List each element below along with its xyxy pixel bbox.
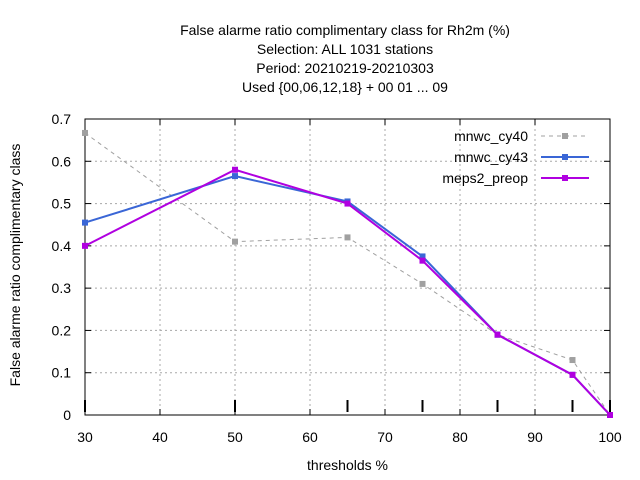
- legend-swatch-marker: [562, 154, 568, 160]
- y-tick-label: 0.7: [52, 111, 72, 127]
- legend-label: mnwc_cy43: [454, 149, 528, 165]
- y-axis-label: False alarme ratio complimentary class: [7, 144, 23, 387]
- x-tick-label: 30: [77, 429, 93, 445]
- title-line: False alarme ratio complimentary class f…: [180, 22, 510, 38]
- series: [82, 129, 613, 418]
- y-tick-label: 0.2: [52, 322, 72, 338]
- legend-swatch-marker: [562, 175, 568, 181]
- y-tick-label: 0.5: [52, 196, 72, 212]
- x-tick-label: 50: [227, 429, 243, 445]
- legend-label: meps2_preop: [442, 170, 528, 186]
- y-tick-label: 0.3: [52, 280, 72, 296]
- y-tick-label: 0.6: [52, 153, 72, 169]
- data-point-meps2_preop: [419, 257, 426, 264]
- data-point-mnwc_cy40: [82, 129, 88, 136]
- data-point-mnwc_cy40: [569, 357, 576, 364]
- title-line: Used {00,06,12,18} + 00 01 ... 09: [242, 79, 448, 95]
- data-point-meps2_preop: [607, 412, 613, 418]
- legend: mnwc_cy40 mnwc_cy43 meps2_preop: [442, 128, 589, 186]
- y-tick-label: 0.1: [52, 365, 72, 381]
- legend-label: mnwc_cy40: [454, 128, 528, 144]
- series-line-mnwc_cy43: [84, 175, 611, 416]
- data-point-meps2_preop: [569, 371, 576, 378]
- data-point-mnwc_cy43: [232, 173, 238, 180]
- x-tick-label: 90: [527, 429, 543, 445]
- plot-frame: [84, 118, 611, 416]
- chart-title: False alarme ratio complimentary class f…: [180, 22, 510, 95]
- data-point-mnwc_cy43: [82, 219, 88, 226]
- data-point-mnwc_cy40: [232, 238, 238, 245]
- data-point-mnwc_cy43: [419, 253, 426, 260]
- x-tick-label: 80: [452, 429, 468, 445]
- title-line: Period: 20210219-20210303: [256, 60, 434, 76]
- x-tick-label: 70: [377, 429, 393, 445]
- x-tick-label: 40: [152, 429, 168, 445]
- y-tick-label: 0.4: [52, 238, 72, 254]
- data-point-mnwc_cy40: [344, 234, 351, 241]
- grid: [85, 119, 610, 415]
- x-axis-label: thresholds %: [307, 457, 388, 473]
- threshold-markers: [84, 400, 611, 412]
- x-tick-label: 100: [598, 429, 622, 445]
- data-point-meps2_preop: [494, 331, 501, 338]
- axis-ticks: 0 0.1 0.2 0.3 0.4 0.5 0.6 0.7 30 40 50 60 70 80 90 100: [52, 111, 622, 445]
- data-point-meps2_preop: [82, 242, 88, 249]
- data-point-mnwc_cy40: [419, 280, 426, 287]
- data-point-meps2_preop: [344, 200, 351, 207]
- x-tick-label: 60: [302, 429, 318, 445]
- legend-swatch-marker: [562, 133, 568, 139]
- y-tick-label: 0: [63, 407, 71, 423]
- data-point-meps2_preop: [232, 166, 238, 173]
- title-line: Selection: ALL 1031 stations: [257, 41, 433, 57]
